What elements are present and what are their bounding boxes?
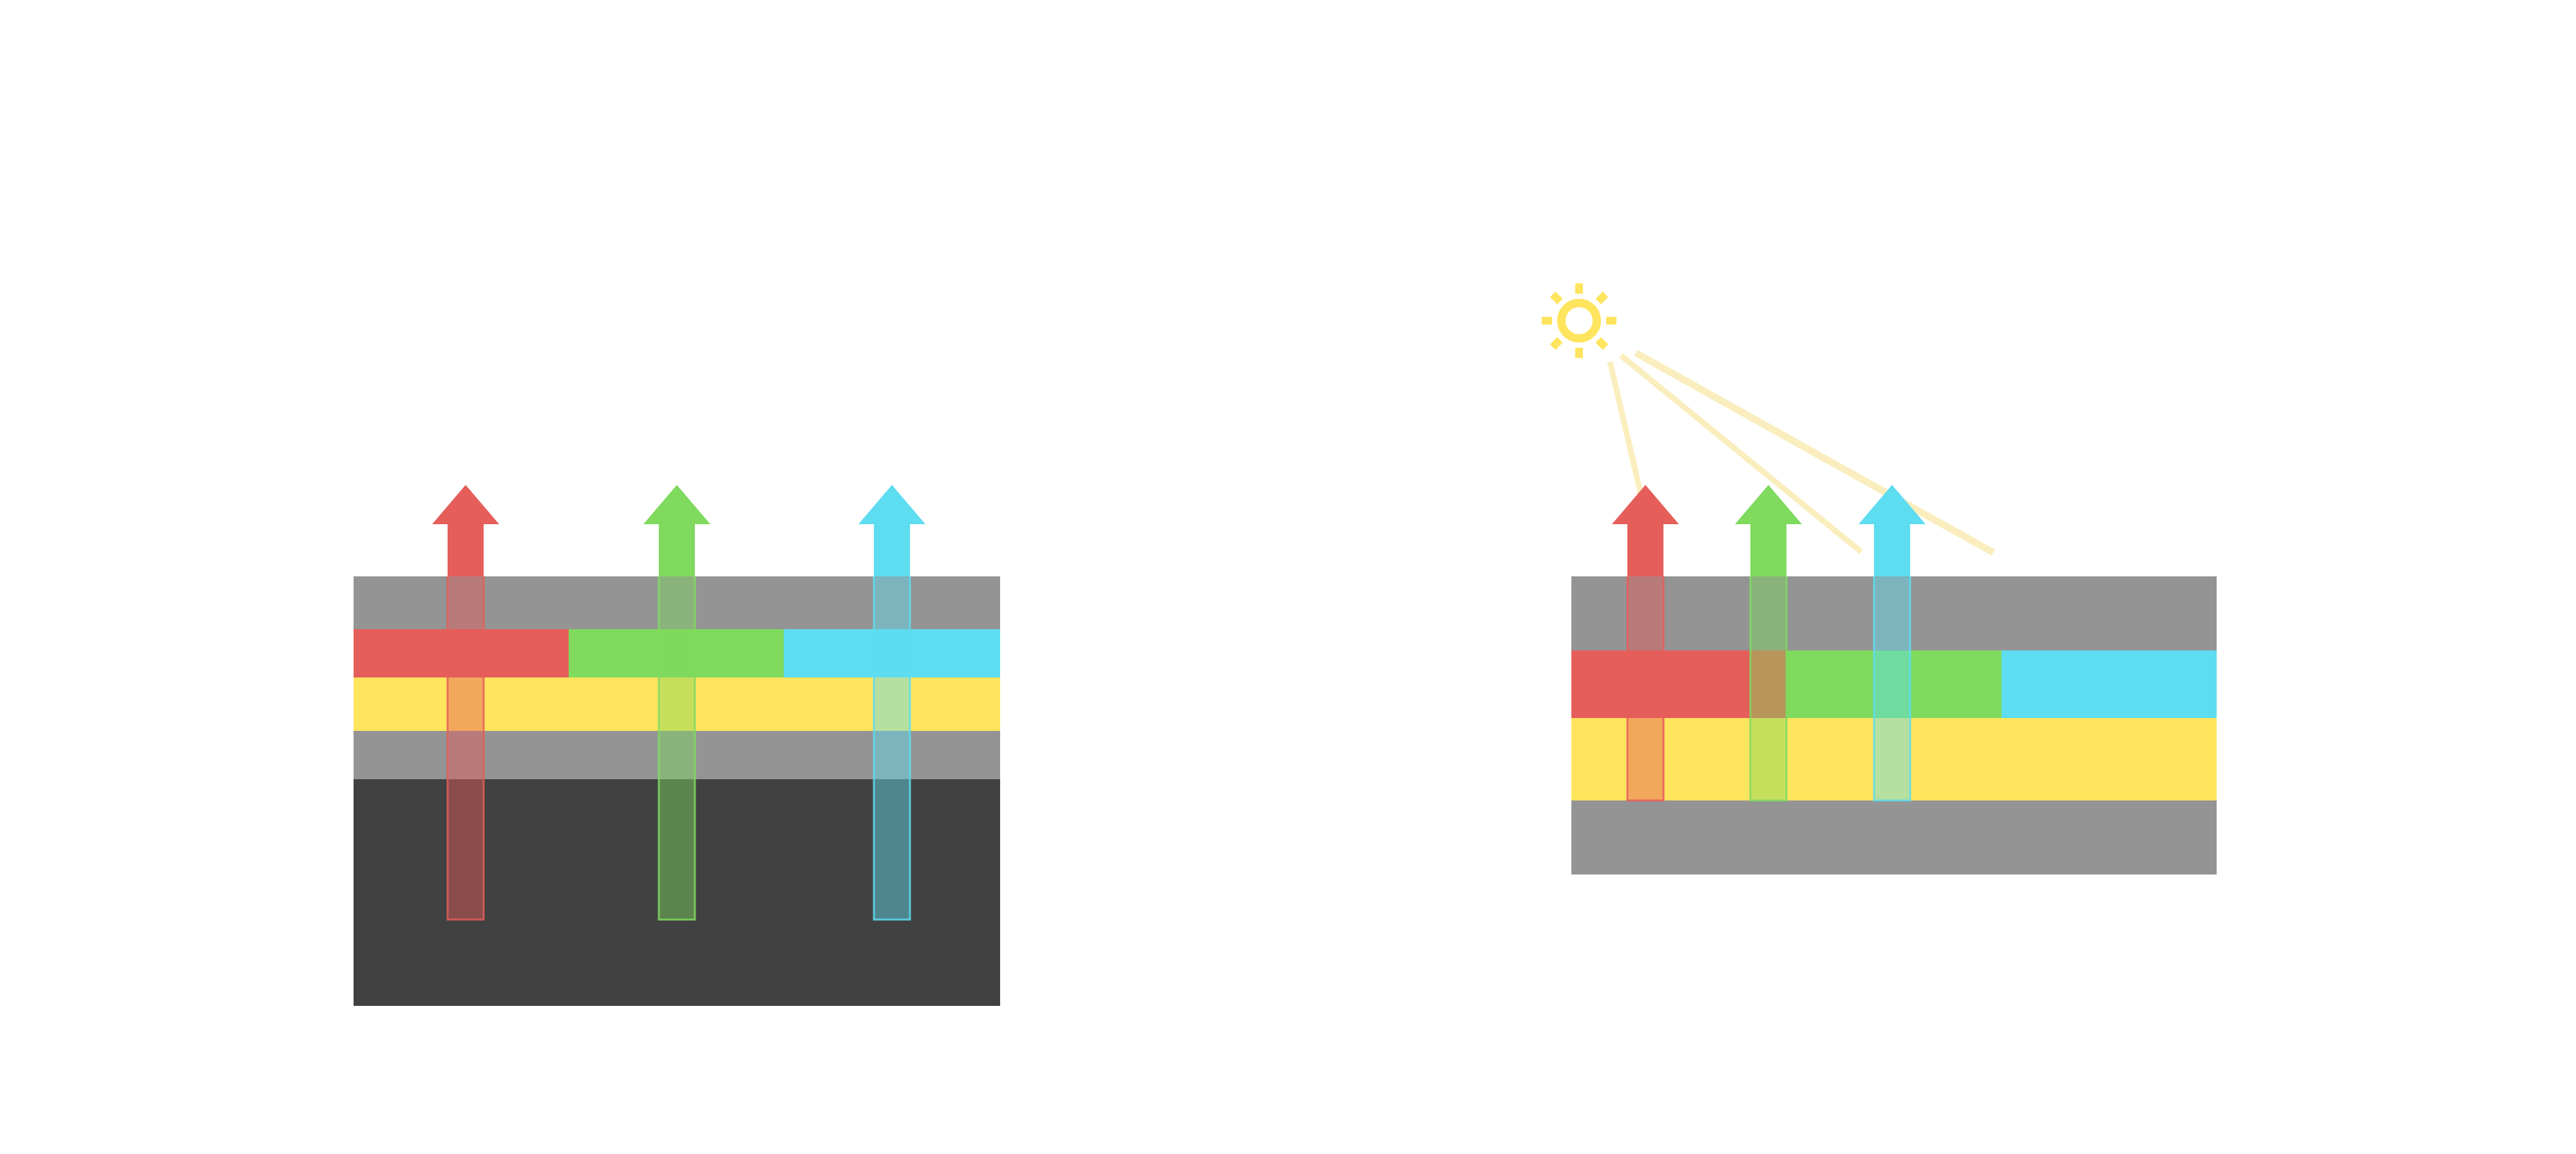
green-emission-arrow-solid <box>643 485 710 576</box>
red-emission-arrow-solid <box>1612 485 1679 576</box>
cyan-emission-arrow-solid <box>1859 485 1926 576</box>
yellow-layer <box>1571 718 2217 800</box>
yellow-layer <box>354 677 1000 731</box>
sun-ray-8 <box>1549 291 1563 305</box>
bottom-gray-layer <box>1571 800 2217 875</box>
top-gray-layer <box>354 576 1000 629</box>
red-emission-arrow-overlay <box>1626 576 1665 802</box>
dark-substrate <box>354 779 1000 1006</box>
stack-with-solar-illumination <box>1542 283 2217 875</box>
right-panel-emission-arrows <box>1612 485 1926 802</box>
red-emission-arrow-solid <box>432 485 499 576</box>
left-panel-layer-stack <box>354 576 1000 1006</box>
green-emission-arrow-solid <box>1735 485 1802 576</box>
green-emission-arrow <box>1735 485 1802 802</box>
green-emission-arrow <box>643 485 710 921</box>
sun-ring <box>1557 299 1601 343</box>
red-emission-arrow <box>432 485 499 921</box>
green-filter-segment <box>569 629 784 677</box>
right-panel-light-beams <box>1607 350 1995 565</box>
cyan-emission-arrow-overlay <box>1873 576 1911 802</box>
sun-beam-3 <box>1634 350 1995 556</box>
red-emission-arrow <box>1612 485 1679 802</box>
cyan-filter-segment <box>784 629 1000 677</box>
left-panel-emission-arrows <box>432 485 925 921</box>
sun-ray-4 <box>1595 337 1609 350</box>
green-emission-arrow-overlay <box>1749 576 1788 802</box>
cyan-emission-arrow <box>1859 485 1926 802</box>
red-filter-segment <box>354 629 569 677</box>
top-gray-layer <box>1571 576 2217 650</box>
red-emission-arrow-overlay <box>446 576 485 921</box>
green-filter-segment <box>1786 650 2002 718</box>
sun-icon <box>1542 283 1616 358</box>
rgb-color-layer <box>354 629 1000 677</box>
green-emission-arrow-overlay <box>658 576 696 921</box>
cyan-emission-arrow-overlay <box>873 576 911 921</box>
sun-beam-2 <box>1619 353 1863 554</box>
cyan-emission-arrow-solid <box>858 485 925 576</box>
sun-ray-6 <box>1549 337 1563 350</box>
cyan-emission-arrow <box>858 485 925 921</box>
stack-without-illumination <box>354 485 1000 1006</box>
sun-ray-2 <box>1595 291 1609 305</box>
cyan-filter-segment <box>2002 650 2217 718</box>
mid-gray-layer <box>354 731 1000 779</box>
